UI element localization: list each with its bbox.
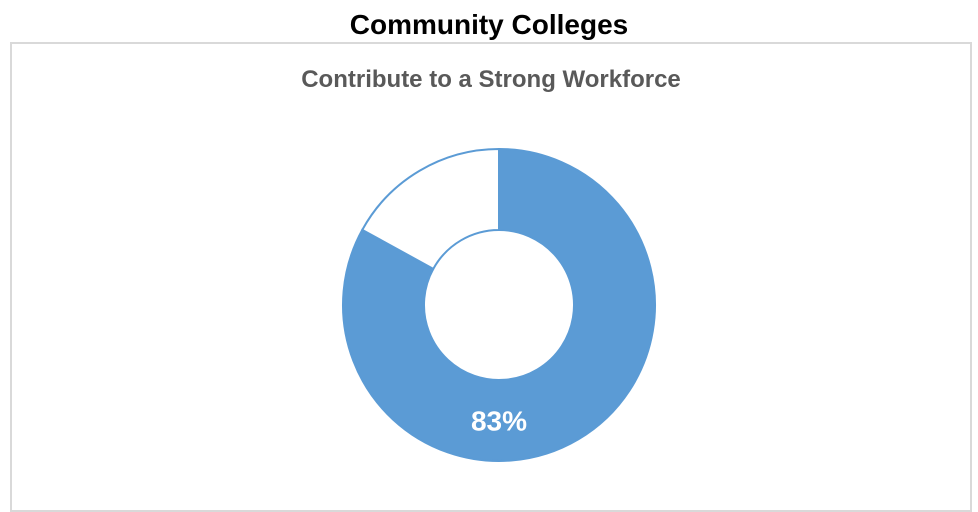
donut-slice-label: 83%	[471, 406, 527, 437]
donut-chart: 83%	[342, 147, 656, 462]
chart-title: Contribute to a Strong Workforce	[301, 66, 681, 93]
donut-slice-filled	[342, 147, 656, 462]
donut-slice-remainder	[360, 147, 500, 271]
page-title: Community Colleges	[349, 9, 629, 40]
chart-frame: Contribute to a Strong Workforce 83%	[10, 42, 972, 512]
